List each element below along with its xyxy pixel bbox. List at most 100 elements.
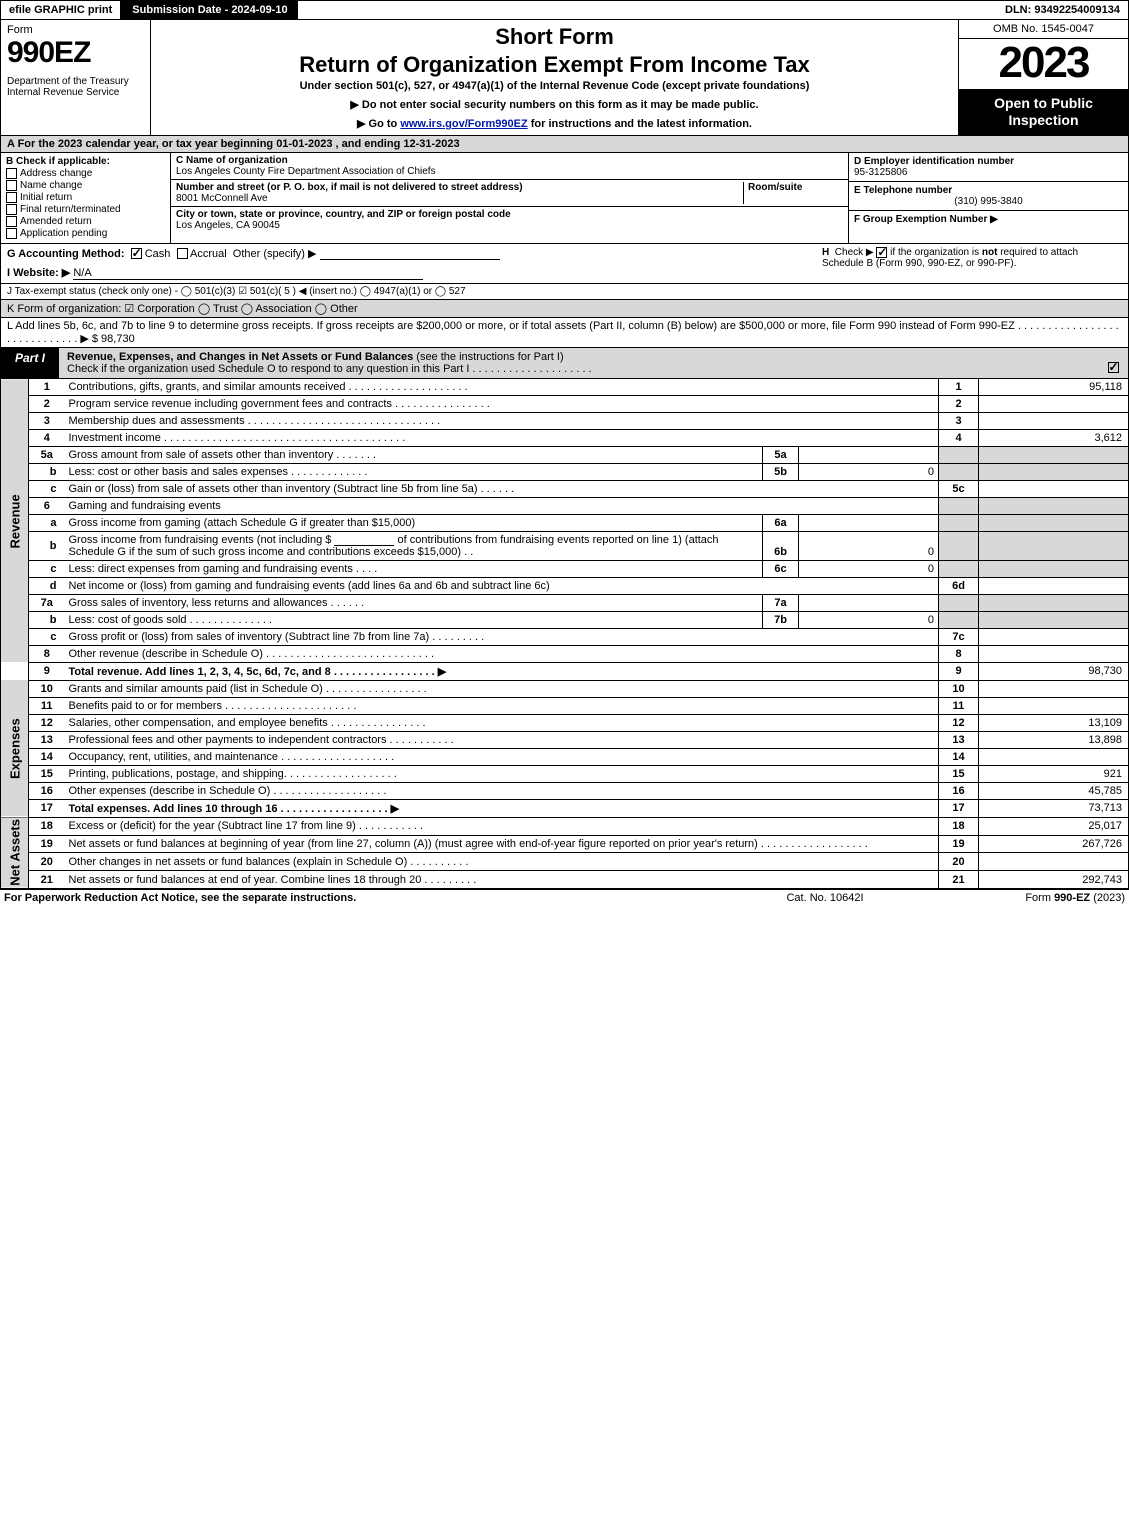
table-row: 11 Benefits paid to or for members . . .… [1,697,1129,714]
line-num: d [29,577,65,594]
cash-checkbox[interactable] [131,248,142,259]
row-gh: G Accounting Method: Cash Accrual Other … [0,244,1129,284]
col-def: D Employer identification number 95-3125… [848,153,1128,243]
table-row: b Less: cost of goods sold . . . . . . .… [1,611,1129,628]
checkbox-icon[interactable] [6,204,17,215]
line-num: 21 [29,871,65,889]
subline-label: 6c [763,560,799,577]
chk-label: Address change [20,168,92,179]
line-amount [979,628,1129,645]
header-left: Form 990EZ Department of the Treasury In… [1,20,151,135]
table-row: 14 Occupancy, rent, utilities, and maint… [1,748,1129,765]
ein-cell: D Employer identification number 95-3125… [849,153,1128,182]
checkbox-icon[interactable] [6,228,17,239]
subline-label: 5a [763,446,799,463]
line-desc: Net assets or fund balances at beginning… [65,835,939,853]
chk-amended-return[interactable]: Amended return [6,216,165,227]
table-row: 6 Gaming and fundraising events [1,497,1129,514]
line-desc: Program service revenue including govern… [65,395,939,412]
shaded-cell [979,611,1129,628]
shaded-cell [939,611,979,628]
netassets-side-label: Net Assets [1,817,29,889]
shaded-cell [939,497,979,514]
line-amount: 98,730 [979,662,1129,680]
line-desc: Salaries, other compensation, and employ… [65,714,939,731]
table-row: b Gross income from fundraising events (… [1,531,1129,560]
line-num: 17 [29,799,65,817]
chk-final-return[interactable]: Final return/terminated [6,204,165,215]
line-amount: 3,612 [979,429,1129,446]
top-bar: efile GRAPHIC print Submission Date - 20… [0,0,1129,20]
line-desc: Gross income from gaming (attach Schedul… [65,514,763,531]
line-ref: 8 [939,645,979,662]
form-header: Form 990EZ Department of the Treasury In… [0,20,1129,136]
city-row: City or town, state or province, country… [171,207,848,243]
part1-check-line: Check if the organization used Schedule … [67,363,592,375]
line-desc: Investment income . . . . . . . . . . . … [65,429,939,446]
ssn-note: ▶ Do not enter social security numbers o… [159,98,950,111]
chk-initial-return[interactable]: Initial return [6,192,165,203]
table-row: c Gain or (loss) from sale of assets oth… [1,480,1129,497]
line-num: 13 [29,731,65,748]
goto-post: for instructions and the latest informat… [528,118,752,130]
chk-name-change[interactable]: Name change [6,180,165,191]
short-form-title: Short Form [159,24,950,50]
line-num: b [29,531,65,560]
form-ref-post: (2023) [1090,892,1125,904]
line-amount [979,697,1129,714]
shaded-cell [939,463,979,480]
line-desc: Contributions, gifts, grants, and simila… [65,379,939,396]
h-checkbox[interactable] [876,247,887,258]
phone-label: E Telephone number [854,185,1123,196]
line-amount: 13,898 [979,731,1129,748]
line-amount: 13,109 [979,714,1129,731]
chk-label: Final return/terminated [20,204,121,215]
shaded-cell [939,531,979,560]
subline-value: 0 [799,611,939,628]
checkbox-icon[interactable] [6,192,17,203]
chk-application-pending[interactable]: Application pending [6,228,165,239]
table-row: 21 Net assets or fund balances at end of… [1,871,1129,889]
accrual-checkbox[interactable] [177,248,188,259]
efile-print-label[interactable]: efile GRAPHIC print [1,1,122,19]
checkbox-icon[interactable] [6,180,17,191]
paperwork-notice: For Paperwork Reduction Act Notice, see … [4,892,725,904]
table-row: Revenue 1 Contributions, gifts, grants, … [1,379,1129,396]
checkbox-icon[interactable] [1108,362,1119,373]
subline-value [799,514,939,531]
form-ref: Form 990-EZ (2023) [925,892,1125,904]
line-num: 6 [29,497,65,514]
table-row: d Net income or (loss) from gaming and f… [1,577,1129,594]
line-num: 1 [29,379,65,396]
street-row: Number and street (or P. O. box, if mail… [171,180,848,207]
header-right: OMB No. 1545-0047 2023 Open to Public In… [958,20,1128,135]
header-mid: Short Form Return of Organization Exempt… [151,20,958,135]
org-name-label: C Name of organization [176,155,843,166]
department-label: Department of the Treasury Internal Reve… [7,76,144,98]
irs-link[interactable]: www.irs.gov/Form990EZ [400,118,527,130]
line-amount [979,395,1129,412]
checkbox-icon[interactable] [6,168,17,179]
table-row: 17 Total expenses. Add lines 10 through … [1,799,1129,817]
subline-value: 0 [799,560,939,577]
website-value: N/A [73,267,423,280]
line-desc: Membership dues and assessments . . . . … [65,412,939,429]
other-specify-line[interactable] [320,248,500,260]
line-num: 19 [29,835,65,853]
line-6b-blank[interactable] [334,534,394,546]
shaded-cell [979,560,1129,577]
chk-address-change[interactable]: Address change [6,168,165,179]
line-desc: Occupancy, rent, utilities, and maintena… [65,748,939,765]
line-ref: 20 [939,853,979,871]
cat-no: Cat. No. 10642I [725,892,925,904]
page-footer: For Paperwork Reduction Act Notice, see … [0,889,1129,906]
accrual-label: Accrual [190,248,227,260]
line-num: 11 [29,697,65,714]
line-ref: 11 [939,697,979,714]
form-ref-pre: Form [1025,892,1054,904]
subline-value [799,446,939,463]
line-ref: 5c [939,480,979,497]
part1-schedule-o-check[interactable] [1098,348,1128,378]
line-17-text: Total expenses. Add lines 10 through 16 … [69,803,400,815]
checkbox-icon[interactable] [6,216,17,227]
